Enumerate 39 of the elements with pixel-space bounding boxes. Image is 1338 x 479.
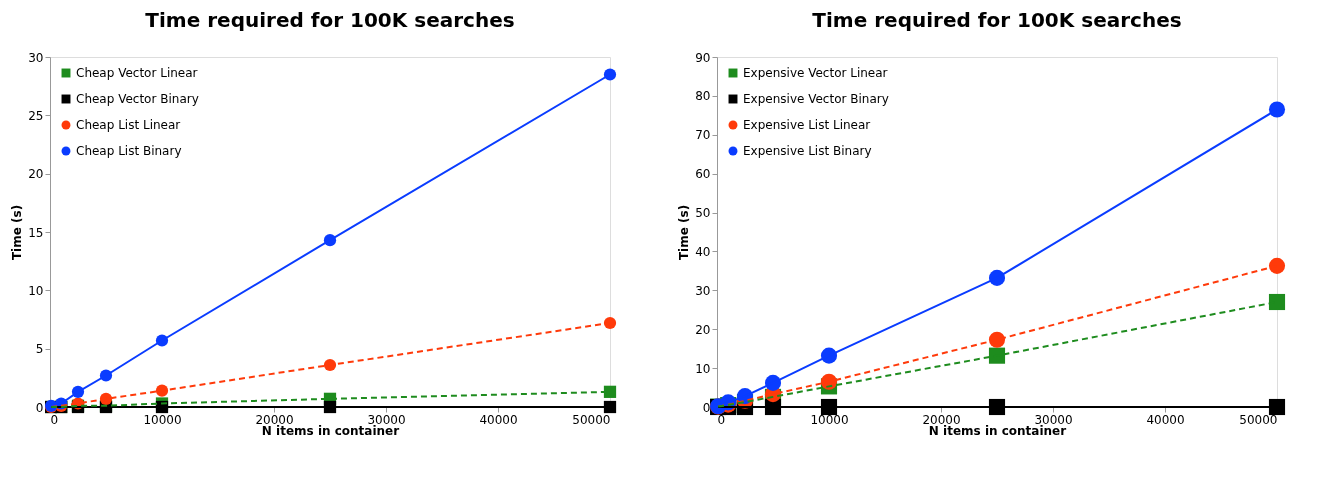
y-tick-label: 90: [695, 50, 711, 65]
x-tick-label: 10000: [143, 412, 182, 427]
y-tick-label: 25: [28, 108, 44, 123]
legend-label: Expensive List Binary: [743, 144, 872, 158]
legend-label: Expensive Vector Linear: [743, 66, 888, 80]
y-tick-label: 0: [35, 400, 44, 415]
x-tick-label: 40000: [479, 412, 518, 427]
x-tick-label: 50000: [1239, 412, 1278, 427]
x-axis-title: N items in container: [261, 423, 400, 438]
y-axis-title: Time (s): [10, 204, 25, 261]
chart-title: Time required for 100K searches: [812, 8, 1182, 32]
y-tick-label: 30: [695, 283, 711, 298]
legend-label: Cheap Vector Linear: [76, 66, 198, 80]
y-tick-label: 80: [695, 89, 711, 104]
y-tick-label: 20: [695, 322, 711, 337]
chart-title: Time required for 100K searches: [145, 8, 515, 32]
x-tick-label: 50000: [572, 412, 611, 427]
x-tick-label: 40000: [1146, 412, 1185, 427]
legend-label: Expensive Vector Binary: [743, 92, 889, 106]
y-tick-label: 70: [695, 128, 711, 143]
y-tick-label: 10: [28, 283, 44, 298]
x-axis-title: N items in container: [928, 423, 1067, 438]
y-tick-label: 20: [28, 167, 44, 182]
legend-label: Expensive List Linear: [743, 118, 871, 132]
legend-label: Cheap List Binary: [76, 144, 182, 158]
y-tick-label: 60: [695, 167, 711, 182]
y-tick-label: 10: [695, 361, 711, 376]
y-tick-label: 5: [35, 342, 44, 357]
x-tick-label: 10000: [810, 412, 849, 427]
y-tick-label: 40: [695, 244, 711, 259]
legend-label: Cheap List Linear: [76, 118, 181, 132]
legend-label: Cheap Vector Binary: [76, 92, 199, 106]
x-tick-label: 0: [717, 412, 726, 427]
y-tick-label: 0: [702, 400, 711, 415]
y-tick-label: 50: [695, 206, 711, 221]
y-axis-title: Time (s): [677, 204, 692, 261]
y-tick-label: 30: [28, 50, 44, 65]
x-tick-label: 0: [50, 412, 59, 427]
y-tick-label: 15: [28, 225, 44, 240]
